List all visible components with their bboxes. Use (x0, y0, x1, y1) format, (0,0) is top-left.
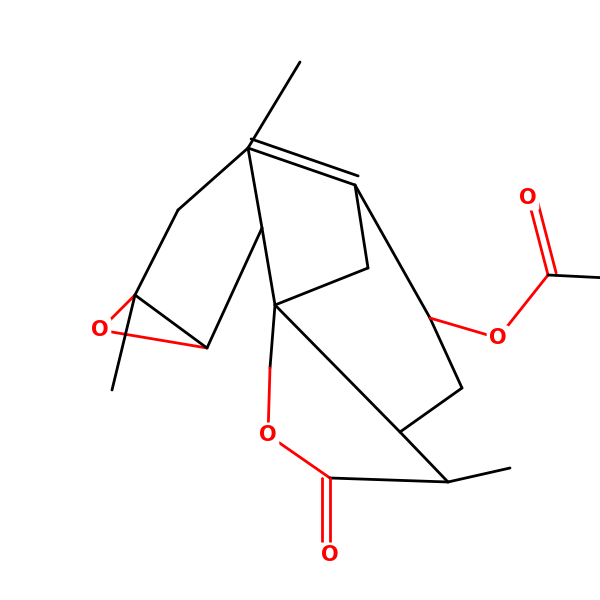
Text: O: O (519, 188, 537, 208)
Text: O: O (91, 320, 109, 340)
Text: O: O (489, 328, 507, 348)
Text: O: O (259, 425, 277, 445)
Text: O: O (321, 545, 339, 565)
